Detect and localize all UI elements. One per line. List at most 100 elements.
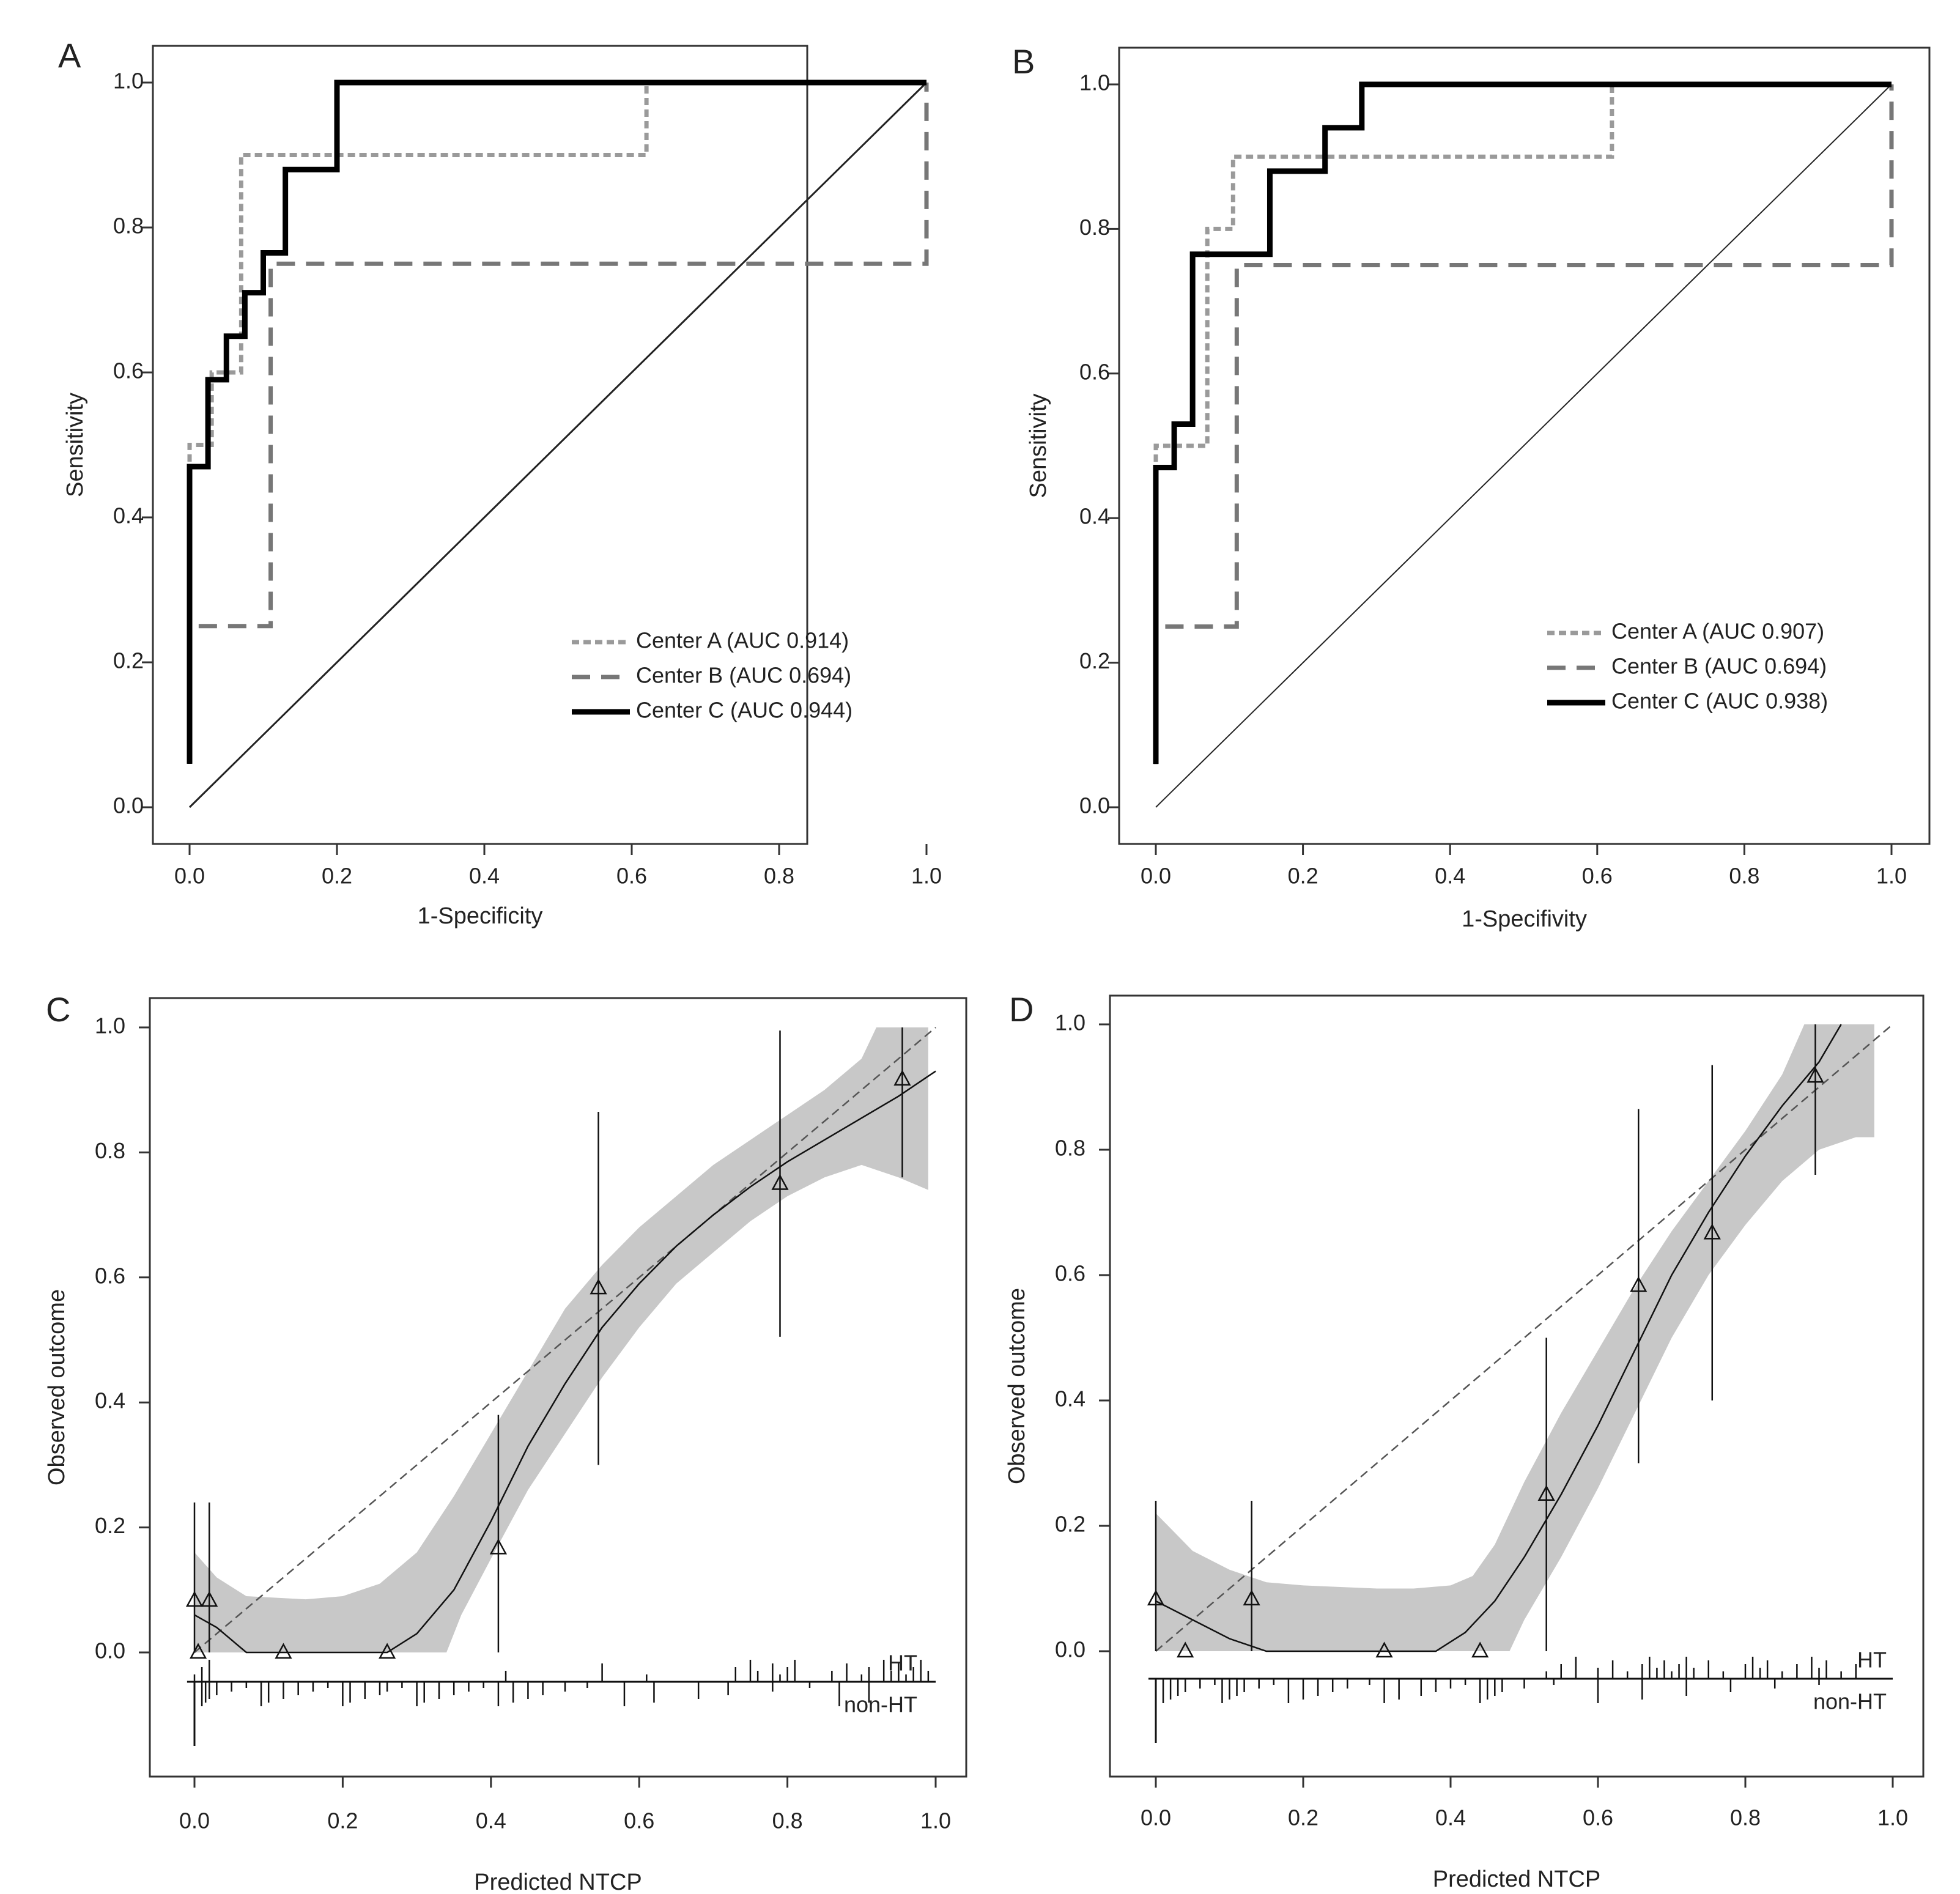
x-tick-label: 1.0 xyxy=(920,1808,951,1833)
roc-curve-center-b xyxy=(1153,84,1894,764)
x-tick-label: 0.6 xyxy=(616,864,647,889)
observed-point xyxy=(1537,1485,1555,1501)
plot-area xyxy=(1147,1024,1893,1658)
y-tick-label: 0.8 xyxy=(113,213,144,239)
y-tick-label: 0.2 xyxy=(1055,1512,1085,1537)
y-tick-label: 0.6 xyxy=(95,1263,125,1288)
x-axis-title: Predicted NTCP xyxy=(1433,1866,1601,1891)
rug-label-non-ht: non-HT xyxy=(844,1692,917,1717)
rug-label-non-ht: non-HT xyxy=(1813,1689,1887,1714)
ideal-calibration-line xyxy=(194,1027,936,1653)
y-tick-label: 0.4 xyxy=(113,503,144,528)
y-axis-title: Observed outcome xyxy=(1004,1288,1030,1484)
y-axis-title: Observed outcome xyxy=(44,1289,70,1485)
x-tick-label: 0.4 xyxy=(476,1808,506,1833)
reference-diagonal xyxy=(188,81,928,808)
confidence-band xyxy=(1156,1024,1874,1651)
panel-letter: C xyxy=(46,990,70,1029)
y-tick-label: 0.2 xyxy=(1079,648,1110,673)
y-tick-label: 0.2 xyxy=(95,1513,125,1538)
plot-frame xyxy=(149,997,967,1778)
y-tick-label: 0.6 xyxy=(113,358,144,383)
panel-letter: B xyxy=(1012,42,1035,81)
panel-C: C 0.0 0.0 0.2 0.2 0.4 0.4 0.6 0.6 0.8 0.8 1.0 1.0 Pre… xyxy=(44,990,967,1894)
legend-entry: Center A (AUC 0.914) xyxy=(636,628,849,653)
x-tick-label: 0.8 xyxy=(1730,1805,1761,1830)
y-tick-label: 0.0 xyxy=(1055,1637,1085,1662)
observed-point xyxy=(489,1538,508,1555)
x-axis-title: 1-Specifivity xyxy=(1462,906,1587,932)
y-axis-title: Sensitivity xyxy=(1026,393,1051,498)
observed-point xyxy=(1807,1067,1824,1083)
reference-diagonal xyxy=(1155,84,1892,808)
x-tick-label: 0.2 xyxy=(322,864,352,889)
y-tick-label: 0.4 xyxy=(95,1388,125,1413)
x-tick-label: 0.4 xyxy=(1435,864,1465,889)
x-tick-label: 0.4 xyxy=(1435,1805,1466,1830)
calibration-curve xyxy=(194,1070,936,1654)
observed-point xyxy=(189,1643,207,1659)
x-tick-label: 1.0 xyxy=(911,864,942,889)
y-tick-label: 0.6 xyxy=(1055,1261,1085,1286)
observed-point xyxy=(1375,1641,1393,1658)
x-tick-label: 0.6 xyxy=(624,1808,654,1833)
legend-entry: Center C (AUC 0.938) xyxy=(1611,689,1828,714)
y-tick-label: 0.4 xyxy=(1055,1386,1085,1411)
x-tick-label: 1.0 xyxy=(1877,1805,1908,1830)
x-tick-label: 0.0 xyxy=(1141,864,1171,889)
rug-label-ht: HT xyxy=(1857,1648,1887,1673)
x-tick-label: 0.8 xyxy=(772,1808,803,1833)
observed-point xyxy=(1177,1641,1194,1658)
plot-area xyxy=(185,1027,936,1659)
plot-frame xyxy=(152,45,808,845)
y-tick-label: 0.8 xyxy=(1055,1136,1085,1161)
y-tick-label: 1.0 xyxy=(95,1013,125,1038)
observed-point xyxy=(590,1278,607,1295)
panel-D: D 0.0 0.0 0.2 0.2 0.4 0.4 0.6 0.6 0.8 0.8 1.0 1.0 Pre… xyxy=(1004,990,1925,1892)
roc-curve-center-a xyxy=(187,80,926,764)
observed-point xyxy=(379,1643,396,1659)
x-axis-title: Predicted NTCP xyxy=(474,1870,642,1891)
observed-point xyxy=(1630,1276,1648,1292)
observed-point xyxy=(275,1643,292,1659)
y-tick-label: 0.8 xyxy=(95,1138,125,1163)
x-axis-title: 1-Specificity xyxy=(418,903,543,929)
calibration-curve xyxy=(1155,1024,1842,1652)
x-tick-label: 0.6 xyxy=(1582,864,1613,889)
y-tick-label: 0.0 xyxy=(1079,793,1110,818)
x-tick-label: 0.2 xyxy=(1288,1805,1318,1830)
panel-A: A 0.0 0.0 0.2 0.2 0.4 0.4 0.6 0.6 0.8 0.8 1.0 1.0 1-S… xyxy=(58,36,942,929)
legend-entry: Center B (AUC 0.694) xyxy=(636,663,851,688)
y-tick-label: 1.0 xyxy=(1079,70,1110,95)
y-tick-label: 0.2 xyxy=(113,648,144,673)
x-tick-label: 0.6 xyxy=(1583,1805,1613,1830)
panel-B: B 0.0 0.0 0.2 0.2 0.4 0.4 0.6 0.6 0.8 0.8 1.0 1.0 1-S… xyxy=(1012,42,1931,932)
y-tick-label: 0.0 xyxy=(113,793,144,818)
roc-curve-center-b xyxy=(187,83,929,764)
observed-point xyxy=(201,1591,218,1607)
x-tick-label: 0.0 xyxy=(179,1808,210,1833)
y-tick-label: 1.0 xyxy=(113,68,144,94)
x-tick-label: 0.8 xyxy=(764,864,794,889)
panel-letter: A xyxy=(58,36,81,75)
y-axis-title: Sensitivity xyxy=(62,393,88,497)
rug-label-ht: HT xyxy=(888,1651,917,1676)
observed-point xyxy=(1471,1641,1489,1658)
roc-curve-center-c xyxy=(187,80,926,764)
y-tick-label: 0.4 xyxy=(1079,504,1110,529)
legend-entry: Center C (AUC 0.944) xyxy=(636,698,852,723)
x-tick-label: 0.8 xyxy=(1729,864,1759,889)
observed-point xyxy=(893,1070,911,1086)
plot-frame xyxy=(1118,46,1931,845)
y-tick-label: 1.0 xyxy=(1055,1010,1085,1035)
y-tick-label: 0.6 xyxy=(1079,359,1110,384)
panel-letter: D xyxy=(1009,990,1034,1029)
observed-point xyxy=(1703,1223,1721,1240)
plot-frame xyxy=(1109,994,1925,1778)
y-tick-label: 0.8 xyxy=(1079,215,1110,240)
observed-point xyxy=(1147,1589,1165,1606)
legend-entry: Center B (AUC 0.694) xyxy=(1611,654,1827,679)
y-tick-label: 0.0 xyxy=(95,1638,125,1663)
x-tick-label: 0.4 xyxy=(469,864,500,889)
